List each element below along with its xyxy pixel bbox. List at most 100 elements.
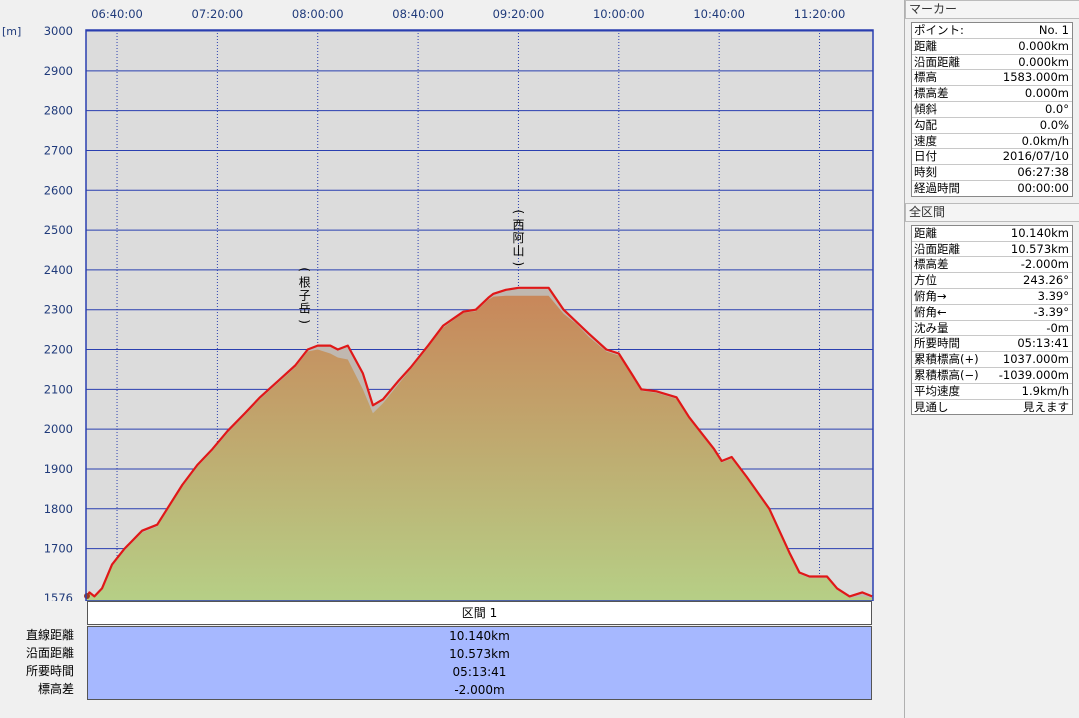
marker-info-key: 速度 xyxy=(914,133,937,148)
y-tick-label: 1576 xyxy=(44,591,73,601)
x-tick-label: 06:40:00 xyxy=(91,7,143,21)
y-tick-label: 1900 xyxy=(44,462,73,476)
y-tick-label: 2500 xyxy=(44,223,73,237)
y-tick-label: 2600 xyxy=(44,183,73,197)
section-label-elevation-diff: 標高差 xyxy=(37,682,74,696)
all-section-info-value: 3.39° xyxy=(1037,288,1069,303)
x-tick-label: 08:00:00 xyxy=(292,7,344,21)
elevation-profile-svg: [m] 3000 2900 2800 2700 2600 2500 2400 2300 2200… xyxy=(2,7,874,601)
x-tick-label: 10:00:00 xyxy=(593,7,645,21)
marker-info-key: 傾斜 xyxy=(914,101,937,116)
y-tick-label: 2100 xyxy=(44,382,73,396)
all-section-info-row: 累積標高(−) -1039.000m xyxy=(912,368,1072,384)
marker-info-key: 勾配 xyxy=(914,117,937,132)
all-section-info-row: 平均速度 1.9km/h xyxy=(912,384,1072,400)
y-tick-label: 2000 xyxy=(44,422,73,436)
marker-info-value: 0.000km xyxy=(1018,54,1069,69)
marker-info-value: 0.0° xyxy=(1044,101,1069,116)
section-label-surface-distance: 沿面距離 xyxy=(25,646,74,660)
y-unit-label: [m] xyxy=(2,25,21,38)
all-section-info-key: 俯角→ xyxy=(914,288,947,303)
peak-label-char: 西 xyxy=(512,218,524,232)
marker-info-value: 0.000km xyxy=(1018,38,1069,53)
peak-label-char: ) xyxy=(511,261,525,266)
marker-info-key: 距離 xyxy=(914,38,937,53)
x-tick-label: 11:20:00 xyxy=(794,7,846,21)
all-section-info-value: -1039.000m xyxy=(998,367,1069,382)
x-tick-label: 08:40:00 xyxy=(392,7,444,21)
peak-label-char: 山 xyxy=(512,244,524,258)
all-section-info-row: 俯角→ 3.39° xyxy=(912,289,1072,305)
elevation-chart: [m] 3000 2900 2800 2700 2600 2500 2400 2300 2200… xyxy=(2,7,874,700)
y-tick-label: 2700 xyxy=(44,143,73,157)
all-section-info-row: 標高差 -2.000m xyxy=(912,257,1072,274)
section-values: 10.140km 10.573km 05:13:41 -2.000m xyxy=(87,626,872,700)
all-section-info-row: 沿面距離 10.573km xyxy=(912,242,1072,258)
y-tick-label: 2400 xyxy=(44,263,73,277)
all-section-info-row: 距離 10.140km xyxy=(912,226,1072,242)
marker-info-key: ポイント: xyxy=(914,23,964,37)
section-label-straight-distance: 直線距離 xyxy=(25,628,74,642)
peak-label-char: ( xyxy=(511,209,525,214)
all-section-info-value: 1.9km/h xyxy=(1021,383,1069,398)
all-section-info-value: 05:13:41 xyxy=(1017,336,1069,351)
all-section-info-key: 沈み量 xyxy=(914,320,949,335)
all-section-info-key: 平均速度 xyxy=(914,383,960,398)
marker-info-row: 勾配 0.0% xyxy=(912,118,1072,134)
marker-info-row: ポイント: No. 1 xyxy=(912,23,1072,39)
x-tick-label: 09:20:00 xyxy=(493,7,545,21)
marker-info-row: 傾斜 0.0° xyxy=(912,102,1072,118)
marker-info-value: 0.000m xyxy=(1024,86,1069,101)
all-section-panel-title[interactable]: 全区間 xyxy=(905,202,1079,222)
marker-info-key: 時刻 xyxy=(914,165,937,180)
marker-info-row: 標高差 0.000m xyxy=(912,86,1072,102)
marker-info-row: 標高 1583.000m xyxy=(912,70,1072,87)
marker-info-value: 0.0% xyxy=(1039,117,1069,132)
peak-label-char: 子 xyxy=(299,289,311,303)
marker-info-value: 0.0km/h xyxy=(1021,133,1069,148)
section-value-straight-distance: 10.140km xyxy=(449,629,510,643)
peak-label-char: ( xyxy=(298,267,312,272)
y-tick-label: 1800 xyxy=(44,502,73,516)
marker-info-row: 速度 0.0km/h xyxy=(912,134,1072,150)
section-label-duration: 所要時間 xyxy=(25,664,74,678)
elevation-profile-line[interactable] xyxy=(85,286,873,599)
peak-label-char: 阿 xyxy=(512,231,524,245)
all-section-info-key: 沿面距離 xyxy=(914,241,960,256)
all-section-info-key: 見通し xyxy=(914,399,949,414)
info-side-panel: マーカー ポイント: No. 1 距離 0.000km 沿面距離 0.000km 標高 158… xyxy=(904,0,1079,718)
marker-info-key: 経過時間 xyxy=(914,180,960,195)
all-section-info-key: 俯角← xyxy=(914,304,947,319)
all-section-info-table: 距離 10.140km 沿面距離 10.573km 標高差 -2.000m 方位 243.26… xyxy=(911,224,1073,416)
marker-info-key: 日付 xyxy=(914,149,937,164)
all-section-info-key: 距離 xyxy=(914,225,937,240)
section-value-surface-distance: 10.573km xyxy=(449,647,510,661)
all-section-info-row: 累積標高(+) 1037.000m xyxy=(912,352,1072,368)
y-tick-label: 2800 xyxy=(44,104,73,118)
section-header[interactable]: 区間 1 xyxy=(87,601,872,625)
peak-label-char: 岳 xyxy=(299,302,311,316)
all-section-info-value: 見えます xyxy=(1023,399,1069,414)
y-tick-label: 2300 xyxy=(44,303,73,317)
section-value-duration: 05:13:41 xyxy=(452,665,507,679)
marker-info-row: 日付 2016/07/10 xyxy=(912,149,1072,166)
marker-info-key: 標高 xyxy=(914,70,937,85)
y-tick-label: 1700 xyxy=(44,542,73,556)
all-section-info-key: 所要時間 xyxy=(914,336,960,351)
all-section-info-row: 俯角← -3.39° xyxy=(912,305,1072,321)
all-section-info-value: -2.000m xyxy=(1020,257,1069,272)
marker-panel-title[interactable]: マーカー xyxy=(905,0,1079,19)
all-section-info-row: 所要時間 05:13:41 xyxy=(912,336,1072,353)
all-section-info-value: -0m xyxy=(1046,320,1069,335)
marker-info-value: 00:00:00 xyxy=(1017,180,1069,195)
marker-info-value: 2016/07/10 xyxy=(1002,149,1069,164)
plot-frame xyxy=(85,29,874,601)
terrain-fill-area xyxy=(86,295,873,601)
all-section-info-key: 方位 xyxy=(914,273,937,288)
marker-info-key: 標高差 xyxy=(914,86,949,101)
start-marker-icon[interactable] xyxy=(84,593,90,599)
marker-info-row: 経過時間 00:00:00 xyxy=(912,181,1072,196)
all-section-info-value: 10.140km xyxy=(1010,225,1069,240)
all-section-info-row: 沈み量 -0m xyxy=(912,321,1072,337)
marker-info-key: 沿面距離 xyxy=(914,54,960,69)
